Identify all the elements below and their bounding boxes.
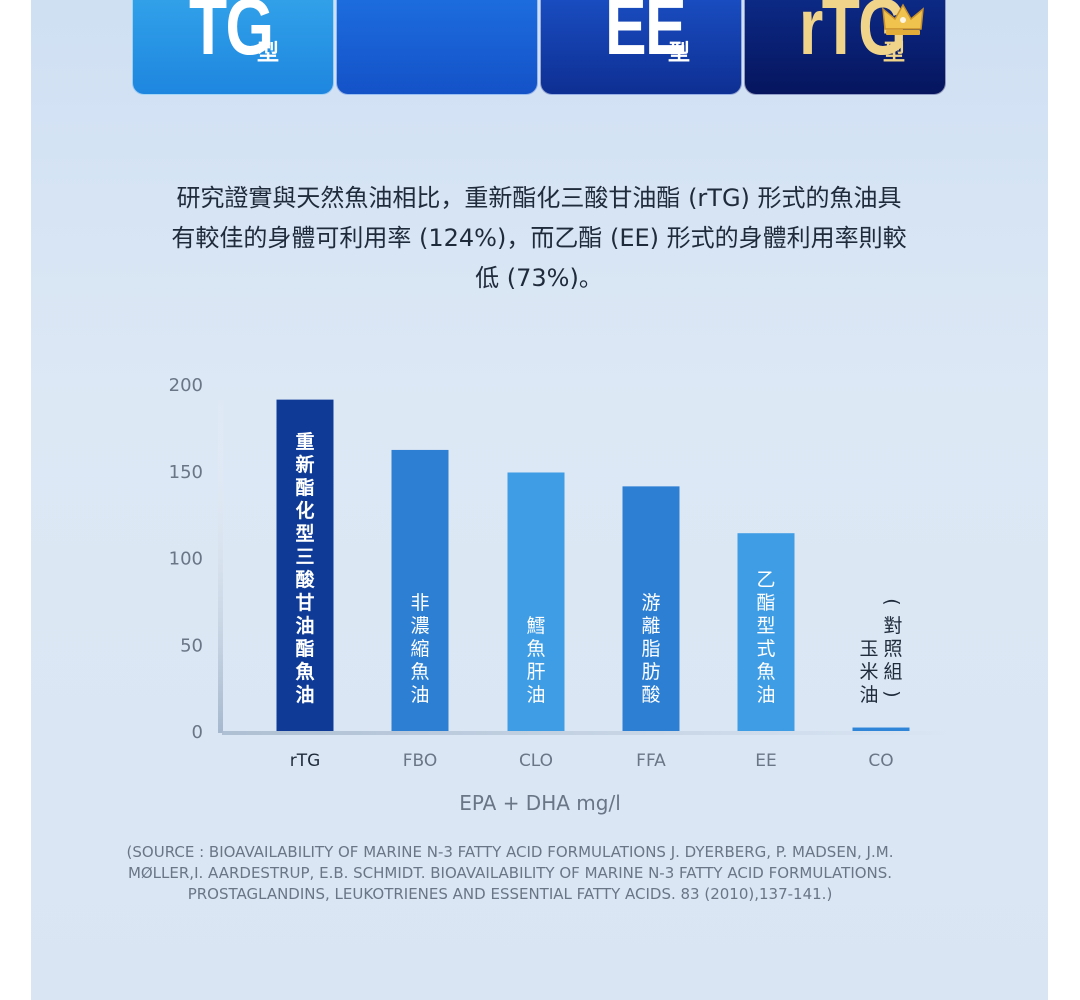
x-tick-label: CO (868, 751, 893, 771)
y-tick-label: 50 (180, 635, 203, 656)
intro-text: 研究證實與天然魚油相比，重新酯化三酸甘油酯 (rTG) 形式的魚油具 有較佳的身… (144, 178, 934, 298)
bar-label-char: 縮 (410, 638, 429, 660)
x-tick-label: EE (755, 751, 776, 771)
bar-label-char: 重 (295, 431, 314, 453)
tab-ee-suffix: 型 (668, 41, 691, 66)
y-tick-label: 200 (169, 375, 203, 396)
bar-label-char: 魚 (295, 660, 314, 683)
bar-label-char: 肪 (641, 661, 660, 683)
bar-ffa (622, 486, 680, 731)
bar-ee (737, 533, 795, 731)
bar-label-char: 式 (756, 638, 775, 660)
y-tick-label: 100 (169, 549, 203, 570)
x-axis-label: EPA + DHA mg/l (459, 791, 621, 815)
x-tick-label: FFA (636, 751, 666, 771)
source-line: MØLLER,I. AARDESTRUP, E.B. SCHMIDT. BIOA… (127, 864, 893, 882)
y-tick-label: 0 (192, 722, 203, 743)
bar-clo (507, 472, 565, 731)
bar-label-char: 乙 (756, 569, 775, 591)
bar-label-char: 酸 (295, 568, 315, 591)
bar-label-char: 對 (883, 615, 902, 637)
bar-label-char: 魚 (410, 661, 429, 683)
bar-label-char: 型 (295, 522, 314, 545)
bar-label-char: 非 (410, 592, 429, 614)
source-citation: (SOURCE : BIOAVAILABILITY OF MARINE N-3 … (125, 842, 895, 905)
bar-label-char: 三 (295, 546, 314, 568)
bar-label-char: 魚 (756, 661, 775, 683)
bar-label-char: 脂 (641, 638, 660, 660)
tab-ee-type[interactable]: EE 型 (540, 0, 742, 95)
x-axis-line (222, 731, 962, 735)
bar-label-char: 甘 (295, 592, 314, 614)
x-tick-label: CLO (519, 751, 553, 771)
bar-label-char: ( (881, 598, 903, 605)
tab-tg-title: TG (189, 0, 274, 71)
bar-label-char: 油 (526, 684, 545, 706)
bar-label-char: 酯 (756, 592, 775, 614)
bar-label-char: 酯 (295, 637, 314, 660)
bar-label-char: 鱈 (526, 615, 545, 637)
x-tick-label: rTG (290, 751, 321, 771)
bar-label-char: 魚 (526, 638, 545, 660)
tab-ee-title: EE (605, 0, 687, 71)
bar-label-char: 肝 (526, 661, 545, 683)
bar-label-char: 離 (641, 615, 660, 637)
bar-label-char: 化 (295, 499, 314, 522)
intro-line: 有較佳的身體可利用率 (124%)，而乙酯 (EE) 形式的身體利用率則較 (171, 224, 907, 252)
x-tick-label: FBO (403, 751, 438, 771)
bar-label-char: 油 (756, 684, 775, 706)
bar-label-char: 濃 (410, 615, 429, 637)
bar-label-char: 油 (295, 684, 314, 706)
intro-line: 研究證實與天然魚油相比，重新酯化三酸甘油酯 (rTG) 形式的魚油具 (176, 184, 902, 212)
y-tick-label: 150 (169, 462, 203, 483)
tab-second-type[interactable] (336, 0, 538, 95)
bar-label-char: 油 (410, 684, 429, 706)
bar-label-char: 照 (883, 638, 902, 660)
tab-tg-type[interactable]: TG 型 (132, 0, 334, 95)
bar-label-char: 玉 (859, 638, 878, 660)
source-line: PROSTAGLANDINS, LEUKOTRIENES AND ESSENTI… (187, 885, 833, 903)
tab-tg-suffix: 型 (257, 41, 280, 66)
tab-rtg-suffix: 型 (883, 41, 906, 66)
bar-label-char: 型 (756, 615, 775, 637)
tab-rtg-type[interactable]: rTG 型 (744, 0, 946, 95)
bar-label-char: 游 (641, 592, 660, 614)
intro-line: 低 (73%)。 (475, 264, 603, 292)
y-axis-line (218, 394, 223, 733)
bar-label-char: ) (881, 690, 903, 697)
bar-label-char: 米 (859, 661, 878, 683)
bar-co (852, 727, 910, 731)
bar-fbo (391, 449, 449, 731)
bar-label-char: 油 (859, 684, 878, 706)
bar-label-char: 新 (295, 453, 314, 476)
bar-rtg (276, 399, 334, 731)
bar-label-char: 酯 (295, 476, 314, 499)
crown-icon (882, 3, 924, 35)
content-panel: TG 型 EE 型 rTG 型 研究證實與天然魚油相比，重新酯化三酸甘油酯 (r… (31, 0, 1048, 1000)
bar-label-char: 酸 (641, 684, 660, 706)
bar-label-char: 油 (295, 615, 314, 637)
bar-label-char: 組 (883, 661, 902, 683)
source-line: (SOURCE : BIOAVAILABILITY OF MARINE N-3 … (126, 843, 894, 861)
